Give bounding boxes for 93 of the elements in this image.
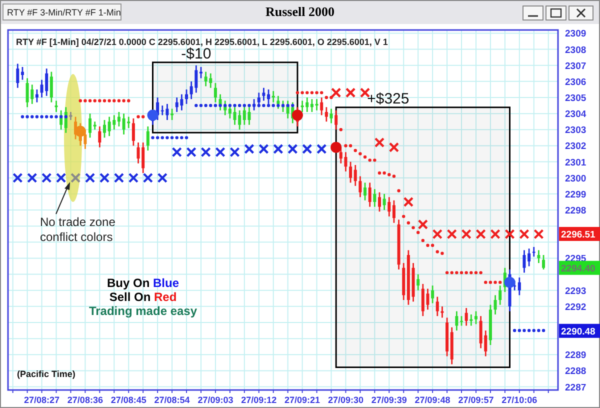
y-tick-label: 2301 <box>565 157 587 168</box>
candlestick <box>35 88 38 104</box>
x-tick-label: 27/08:27 <box>24 395 60 405</box>
candlestick <box>542 254 546 270</box>
candlestick <box>368 182 372 208</box>
y-tick-label: 2289 <box>565 350 586 362</box>
y-tick-label: 2308 <box>565 44 586 56</box>
candlestick <box>494 294 497 316</box>
annotation: Buy On Blue <box>106 276 180 290</box>
candlestick <box>416 274 420 292</box>
annotation: 2294.40 <box>561 263 596 274</box>
annotation: (Pacific Time) <box>17 369 76 379</box>
candlestick <box>382 193 386 211</box>
candlestick <box>334 110 338 130</box>
text: RTY #F 3-Min/RTY #F 1-Min <box>7 8 121 18</box>
y-tick-label: 2288 <box>565 366 586 378</box>
candlestick <box>364 182 367 202</box>
candlestick <box>455 310 458 332</box>
y-tick-label: 2293 <box>565 286 586 297</box>
candlestick <box>315 98 318 112</box>
y-tick-label: 2309 <box>565 28 586 40</box>
candlestick <box>310 98 314 113</box>
candlestick <box>185 88 188 105</box>
candlestick <box>373 188 376 208</box>
candlestick <box>324 106 328 122</box>
y-tick-label: 2302 <box>565 141 586 152</box>
candlestick <box>170 108 174 121</box>
candlestick <box>16 63 20 89</box>
candlestick <box>146 126 150 152</box>
candlestick <box>532 246 536 258</box>
annotation: Sell On Red <box>109 290 177 304</box>
y-tick-label: 2305 <box>565 93 587 104</box>
candlestick <box>378 192 381 212</box>
candlestick <box>431 284 434 304</box>
candlestick <box>272 90 275 104</box>
candlestick <box>88 112 92 138</box>
band-label: +$325 <box>367 90 410 108</box>
candlestick <box>518 276 521 296</box>
candlestick <box>474 310 478 325</box>
candlestick <box>64 106 68 134</box>
text: RTY #F [1-Min] 04/27/21 0.0000 C 2295.6001, H 2295.6001, L 2295.6001, O 2295.6001, V 1 <box>16 37 388 47</box>
annotation: Trading made easy <box>88 304 198 318</box>
y-tick-label: 2304 <box>565 109 587 120</box>
x-tick-label: 27/09:39 <box>371 395 407 405</box>
candlestick <box>358 176 362 198</box>
annotation: No trade zone conflict colors <box>40 215 116 244</box>
x-tick-label: 27/08:45 <box>110 395 146 405</box>
candlestick <box>214 82 217 104</box>
y-tick-label: 2306 <box>565 76 586 88</box>
candlestick <box>117 111 120 128</box>
candlestick <box>54 100 58 113</box>
candlestick <box>354 164 357 187</box>
x-tick-label: 27/09:21 <box>284 395 320 405</box>
annotation: 2290.48 <box>561 326 596 338</box>
y-tick-label: 2300 <box>565 173 586 184</box>
y-tick-label: 2298 <box>565 206 586 216</box>
candlestick <box>262 87 266 102</box>
candlestick <box>20 66 24 81</box>
candlestick <box>537 249 540 264</box>
x-tick-label: 27/09:57 <box>458 395 494 405</box>
x-tick-label: 27/10:06 <box>502 395 538 405</box>
candlestick <box>102 119 106 138</box>
candlestick <box>388 196 391 218</box>
candlestick <box>199 66 202 79</box>
candlestick <box>470 314 473 326</box>
y-tick-label: 2299 <box>565 189 586 200</box>
chart-title: Russell 2000 <box>266 4 334 19</box>
candlestick <box>528 248 531 267</box>
y-tick-label: 2287 <box>565 382 586 394</box>
y-tick-label: 2307 <box>565 60 586 72</box>
candlestick <box>349 161 352 184</box>
candlestick <box>50 71 53 104</box>
x-tick-label: 27/08:36 <box>67 395 103 405</box>
candlestick <box>392 200 396 224</box>
x-tick-label: 27/08:54 <box>154 395 190 405</box>
y-tick-label: 2292 <box>565 302 586 313</box>
x-tick-label: 27/09:48 <box>414 395 450 405</box>
x-tick-label: 27/09:03 <box>198 395 234 405</box>
candlestick <box>498 284 502 306</box>
candlestick <box>522 249 526 274</box>
y-tick-label: 2303 <box>565 125 586 136</box>
band-label: -$10 <box>181 45 212 62</box>
candlestick <box>98 126 102 148</box>
candlestick <box>330 108 333 124</box>
candlestick <box>132 118 135 146</box>
candlestick <box>460 315 464 326</box>
x-tick-label: 27/09:12 <box>241 395 277 405</box>
candlestick <box>320 96 324 116</box>
candlestick <box>464 307 468 326</box>
candlestick <box>436 296 439 317</box>
candlestick <box>440 306 444 318</box>
annotation: 2296.51 <box>561 229 596 240</box>
x-tick-label: 27/09:30 <box>328 395 364 405</box>
